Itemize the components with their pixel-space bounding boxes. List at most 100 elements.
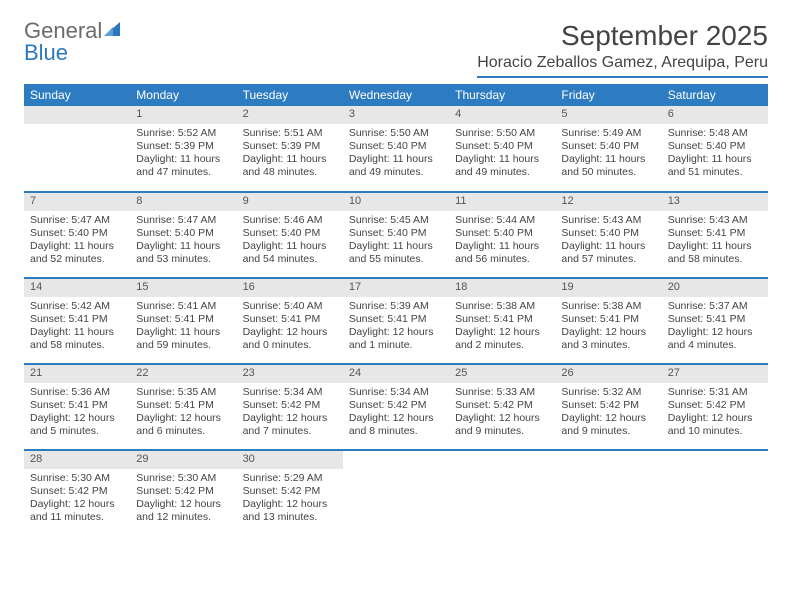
daylight-line: Daylight: 12 hours and 9 minutes.	[455, 412, 549, 438]
day-body: Sunrise: 5:33 AMSunset: 5:42 PMDaylight:…	[449, 383, 555, 443]
day-number: 28	[24, 451, 130, 469]
daylight-line: Daylight: 11 hours and 49 minutes.	[455, 153, 549, 179]
sunset-line: Sunset: 5:41 PM	[668, 227, 762, 240]
day-body: Sunrise: 5:29 AMSunset: 5:42 PMDaylight:…	[237, 469, 343, 529]
calendar-day-cell: 25Sunrise: 5:33 AMSunset: 5:42 PMDayligh…	[449, 364, 555, 450]
day-body: Sunrise: 5:47 AMSunset: 5:40 PMDaylight:…	[24, 211, 130, 271]
sunset-line: Sunset: 5:42 PM	[561, 399, 655, 412]
day-number: 24	[343, 365, 449, 383]
sunset-line: Sunset: 5:41 PM	[136, 313, 230, 326]
brand-part2: Blue	[24, 40, 68, 65]
day-body: Sunrise: 5:46 AMSunset: 5:40 PMDaylight:…	[237, 211, 343, 271]
sunset-line: Sunset: 5:41 PM	[668, 313, 762, 326]
weekday-header: Saturday	[662, 84, 768, 106]
location-text: Horacio Zeballos Gamez, Arequipa, Peru	[477, 54, 768, 78]
daylight-line: Daylight: 11 hours and 47 minutes.	[136, 153, 230, 179]
day-number: 2	[237, 106, 343, 124]
day-body: Sunrise: 5:30 AMSunset: 5:42 PMDaylight:…	[24, 469, 130, 529]
sunrise-line: Sunrise: 5:34 AM	[349, 386, 443, 399]
day-body: Sunrise: 5:32 AMSunset: 5:42 PMDaylight:…	[555, 383, 661, 443]
daylight-line: Daylight: 11 hours and 59 minutes.	[136, 326, 230, 352]
calendar-day-cell: 10 Sunrise: 5:45 AMSunset: 5:40 PMDayligh…	[343, 192, 449, 278]
calendar-week-row: 21Sunrise: 5:36 AMSunset: 5:41 PMDayligh…	[24, 364, 768, 450]
day-number: 3	[343, 106, 449, 124]
day-number: 16	[237, 279, 343, 297]
calendar-day-cell: 3Sunrise: 5:50 AMSunset: 5:40 PMDaylight…	[343, 106, 449, 192]
daylight-line: Daylight: 12 hours and 5 minutes.	[30, 412, 124, 438]
sunset-line: Sunset: 5:39 PM	[136, 140, 230, 153]
sunrise-line: Sunrise: 5:47 AM	[30, 214, 124, 227]
sunrise-line: Sunrise: 5:29 AM	[243, 472, 337, 485]
daylight-line: Daylight: 11 hours and 58 minutes.	[30, 326, 124, 352]
day-body: Sunrise: 5:41 AMSunset: 5:41 PMDaylight:…	[130, 297, 236, 357]
daylight-line: Daylight: 11 hours and 49 minutes.	[349, 153, 443, 179]
sunrise-line: Sunrise: 5:46 AM	[243, 214, 337, 227]
calendar-day-cell: 19Sunrise: 5:38 AMSunset: 5:41 PMDayligh…	[555, 278, 661, 364]
daylight-line: Daylight: 11 hours and 48 minutes.	[243, 153, 337, 179]
sunset-line: Sunset: 5:41 PM	[455, 313, 549, 326]
day-body: Sunrise: 5:36 AMSunset: 5:41 PMDaylight:…	[24, 383, 130, 443]
day-body: Sunrise: 5:50 AMSunset: 5:40 PMDaylight:…	[449, 124, 555, 184]
sunrise-line: Sunrise: 5:38 AM	[455, 300, 549, 313]
daylight-line: Daylight: 12 hours and 6 minutes.	[136, 412, 230, 438]
day-number: 13	[662, 193, 768, 211]
calendar-day-cell: 24Sunrise: 5:34 AMSunset: 5:42 PMDayligh…	[343, 364, 449, 450]
sunrise-line: Sunrise: 5:49 AM	[561, 127, 655, 140]
daylight-line: Daylight: 12 hours and 3 minutes.	[561, 326, 655, 352]
calendar-day-cell: 16Sunrise: 5:40 AMSunset: 5:41 PMDayligh…	[237, 278, 343, 364]
day-body: Sunrise: 5:44 AMSunset: 5:40 PMDaylight:…	[449, 211, 555, 271]
day-body: Sunrise: 5:38 AMSunset: 5:41 PMDaylight:…	[449, 297, 555, 357]
sunrise-line: Sunrise: 5:47 AM	[136, 214, 230, 227]
day-number: 10	[343, 193, 449, 211]
day-number-empty	[24, 106, 130, 124]
sunrise-line: Sunrise: 5:50 AM	[455, 127, 549, 140]
day-body: Sunrise: 5:42 AMSunset: 5:41 PMDaylight:…	[24, 297, 130, 357]
brand-logo: General Blue	[24, 20, 124, 64]
day-number: 30	[237, 451, 343, 469]
calendar-day-cell: 30Sunrise: 5:29 AMSunset: 5:42 PMDayligh…	[237, 450, 343, 536]
calendar-day-cell: 8Sunrise: 5:47 AMSunset: 5:40 PMDaylight…	[130, 192, 236, 278]
sunrise-line: Sunrise: 5:37 AM	[668, 300, 762, 313]
day-number: 22	[130, 365, 236, 383]
calendar-day-cell: 15Sunrise: 5:41 AMSunset: 5:41 PMDayligh…	[130, 278, 236, 364]
calendar-head: SundayMondayTuesdayWednesdayThursdayFrid…	[24, 84, 768, 106]
day-body: Sunrise: 5:49 AMSunset: 5:40 PMDaylight:…	[555, 124, 661, 184]
header: General Blue September 2025 Horacio Zeba…	[24, 20, 768, 78]
sunset-line: Sunset: 5:40 PM	[455, 227, 549, 240]
calendar-week-row: 28Sunrise: 5:30 AMSunset: 5:42 PMDayligh…	[24, 450, 768, 536]
day-number: 18	[449, 279, 555, 297]
sunset-line: Sunset: 5:40 PM	[349, 227, 443, 240]
daylight-line: Daylight: 11 hours and 55 minutes.	[349, 240, 443, 266]
daylight-line: Daylight: 11 hours and 50 minutes.	[561, 153, 655, 179]
calendar-week-row: 14Sunrise: 5:42 AMSunset: 5:41 PMDayligh…	[24, 278, 768, 364]
sunset-line: Sunset: 5:41 PM	[561, 313, 655, 326]
day-number: 29	[130, 451, 236, 469]
calendar-day-cell: 2Sunrise: 5:51 AMSunset: 5:39 PMDaylight…	[237, 106, 343, 192]
sunrise-line: Sunrise: 5:45 AM	[349, 214, 443, 227]
daylight-line: Daylight: 12 hours and 13 minutes.	[243, 498, 337, 524]
day-number: 7	[24, 193, 130, 211]
day-number: 12	[555, 193, 661, 211]
sunset-line: Sunset: 5:41 PM	[30, 313, 124, 326]
daylight-line: Daylight: 12 hours and 0 minutes.	[243, 326, 337, 352]
sunset-line: Sunset: 5:40 PM	[243, 227, 337, 240]
sunset-line: Sunset: 5:42 PM	[243, 485, 337, 498]
daylight-line: Daylight: 12 hours and 8 minutes.	[349, 412, 443, 438]
sunrise-line: Sunrise: 5:43 AM	[561, 214, 655, 227]
sunset-line: Sunset: 5:41 PM	[30, 399, 124, 412]
sunrise-line: Sunrise: 5:40 AM	[243, 300, 337, 313]
calendar-day-cell: 6Sunrise: 5:48 AMSunset: 5:40 PMDaylight…	[662, 106, 768, 192]
day-body: Sunrise: 5:30 AMSunset: 5:42 PMDaylight:…	[130, 469, 236, 529]
day-number: 19	[555, 279, 661, 297]
sunrise-line: Sunrise: 5:39 AM	[349, 300, 443, 313]
calendar-day-cell: 23Sunrise: 5:34 AMSunset: 5:42 PMDayligh…	[237, 364, 343, 450]
weekday-header: Friday	[555, 84, 661, 106]
day-body: Sunrise: 5:51 AMSunset: 5:39 PMDaylight:…	[237, 124, 343, 184]
day-number: 23	[237, 365, 343, 383]
day-body: Sunrise: 5:47 AMSunset: 5:40 PMDaylight:…	[130, 211, 236, 271]
sunrise-line: Sunrise: 5:33 AM	[455, 386, 549, 399]
calendar-table: SundayMondayTuesdayWednesdayThursdayFrid…	[24, 84, 768, 536]
day-number: 11	[449, 193, 555, 211]
sunset-line: Sunset: 5:41 PM	[136, 399, 230, 412]
daylight-line: Daylight: 11 hours and 57 minutes.	[561, 240, 655, 266]
